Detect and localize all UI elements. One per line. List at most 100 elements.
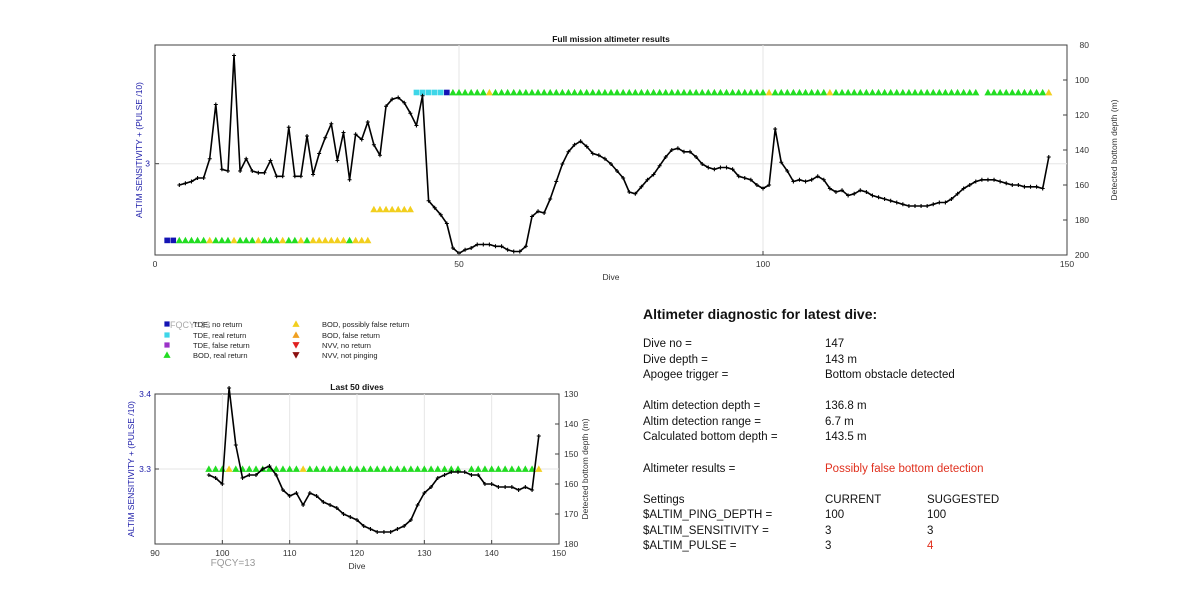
depth-point: [913, 204, 917, 208]
event-marker-triangle: [279, 465, 287, 472]
depth-point: [840, 188, 845, 193]
depth-point: [566, 149, 571, 154]
event-marker-triangle: [850, 88, 858, 96]
depth-point: [254, 473, 258, 477]
legend-marker-triangle-down: [292, 342, 300, 349]
event-marker-triangle: [735, 88, 743, 96]
depth-point: [548, 197, 553, 201]
event-marker-triangle: [508, 465, 516, 472]
depth-point: [280, 174, 285, 179]
depth-point: [973, 179, 978, 184]
depth-point: [463, 247, 468, 252]
top-depth-series: [177, 53, 1051, 256]
depth-point: [1040, 186, 1045, 191]
suggested-header: SUGGESTED: [927, 493, 1000, 506]
depth-point: [456, 470, 460, 474]
depth-point: [870, 193, 875, 198]
depth-point: [663, 155, 668, 159]
settings-header-row: Settings CURRENT SUGGESTED: [643, 494, 1183, 510]
depth-point: [195, 176, 200, 180]
event-marker-triangle: [455, 88, 463, 96]
depth-point: [375, 530, 380, 534]
event-marker-square: [170, 237, 177, 244]
depth-point: [462, 470, 467, 474]
event-marker-triangle: [941, 88, 949, 96]
depth-point: [803, 179, 808, 184]
event-marker-triangle: [674, 88, 682, 96]
event-marker-triangle: [454, 465, 462, 472]
depth-point: [633, 191, 638, 196]
event-marker-triangle: [698, 88, 706, 96]
depth-point: [979, 177, 984, 182]
event-marker-triangle: [447, 465, 455, 472]
event-marker-triangle: [175, 236, 183, 244]
event-marker-triangle: [729, 88, 737, 96]
right-y-tick-label: 170: [564, 509, 578, 519]
depth-point: [560, 162, 565, 166]
legend-label: BOD, real return: [193, 351, 248, 360]
depth-point: [240, 476, 245, 480]
event-marker-triangle: [552, 88, 560, 96]
legend: FQCY=13 TDE, no return TDE, real returnTD…: [163, 320, 409, 360]
depth-point: [657, 163, 662, 168]
depth-point: [961, 186, 966, 191]
event-marker-triangle: [637, 88, 645, 96]
x-tick-label: 100: [215, 548, 229, 558]
depth-point: [341, 512, 346, 516]
event-marker-triangle: [765, 88, 773, 96]
setting-current: 100: [825, 509, 845, 522]
right-y-tick-label: 80: [1080, 40, 1090, 50]
depth-point: [227, 386, 232, 390]
event-marker-triangle: [440, 465, 449, 472]
setting-current: 3: [825, 540, 832, 553]
depth-point: [305, 134, 309, 138]
event-marker-triangle: [535, 465, 543, 472]
depth-point: [888, 198, 893, 203]
depth-point: [503, 485, 508, 489]
diag-row-bottom-depth: Calculated bottom depth = 143.5 m: [643, 431, 1183, 447]
dive-no-value: 147: [825, 338, 845, 350]
depth-point: [329, 121, 334, 126]
event-marker-triangle: [583, 88, 591, 96]
depth-point: [900, 202, 905, 207]
depth-point: [219, 167, 224, 172]
event-marker-triangle: [212, 465, 220, 472]
x-tick-label: 140: [485, 548, 499, 558]
event-marker-triangle: [607, 88, 615, 96]
event-marker-triangle: [248, 236, 256, 244]
depth-point: [414, 123, 419, 128]
depth-point: [523, 244, 528, 249]
depth-point: [307, 491, 312, 495]
depth-point: [615, 169, 620, 173]
diagnostic-title: Altimeter diagnostic for latest dive:: [643, 306, 878, 322]
right-y-tick-label: 120: [1075, 110, 1089, 120]
event-marker-triangle: [292, 465, 300, 472]
diag-row-detection-range: Altim detection range = 6.7 m: [643, 416, 1183, 432]
depth-point: [207, 156, 212, 161]
event-marker-triangle: [376, 205, 384, 213]
depth-point: [754, 183, 759, 187]
event-marker-triangle: [516, 88, 524, 96]
depth-point: [949, 197, 954, 201]
event-marker-triangle: [387, 465, 395, 472]
event-marker-triangle: [966, 88, 974, 96]
event-marker-triangle: [911, 88, 919, 96]
depth-point: [937, 200, 942, 205]
event-marker-triangle: [668, 88, 676, 96]
setting-name: $ALTIM_SENSITIVITY =: [643, 524, 769, 537]
depth-point: [694, 155, 699, 159]
depth-point: [906, 204, 911, 208]
event-marker-square: [431, 89, 438, 96]
event-marker-triangle: [494, 465, 502, 472]
depth-point: [706, 165, 711, 170]
event-marker-triangle: [625, 88, 633, 96]
last-50-dives-chart: 90 100 110 120 130 140 150 3.3 3.4 130 140 150 160 17…: [126, 382, 590, 571]
bottom-event-markers: [205, 465, 543, 472]
depth-point: [371, 142, 376, 147]
event-marker-triangle: [285, 236, 293, 244]
event-marker-triangle: [515, 465, 523, 472]
bottom-right-axis-label: Detected bottom depth (m): [580, 418, 590, 519]
event-marker-triangle: [704, 88, 712, 96]
event-marker-triangle: [789, 88, 797, 96]
depth-point: [220, 482, 225, 486]
